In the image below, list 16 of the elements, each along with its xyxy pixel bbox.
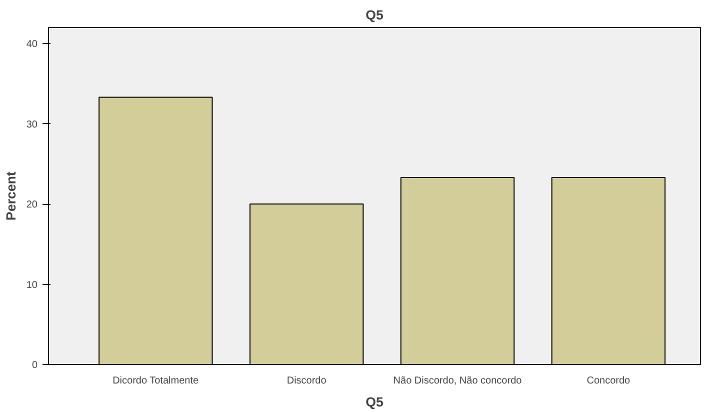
bar (551, 177, 666, 364)
y-tick-label: 30 (26, 119, 38, 130)
y-axis-title: Percent (3, 170, 18, 220)
chart-title: Q5 (366, 8, 384, 22)
y-tick-label: 40 (26, 39, 38, 50)
y-tick-label: 20 (26, 200, 38, 211)
y-tick-label: 0 (32, 360, 38, 371)
bar (400, 177, 515, 364)
x-tick-label: Discordo (286, 376, 327, 386)
x-tick-label: Não Discordo, Não concordo (393, 376, 522, 386)
x-tick-label: Concordo (586, 376, 631, 386)
x-tick-label: Dicordo Totalmente (112, 376, 199, 386)
y-tick-label: 10 (26, 280, 38, 291)
bar (249, 204, 364, 364)
x-axis-title: Q5 (366, 394, 384, 410)
bar (98, 96, 213, 364)
